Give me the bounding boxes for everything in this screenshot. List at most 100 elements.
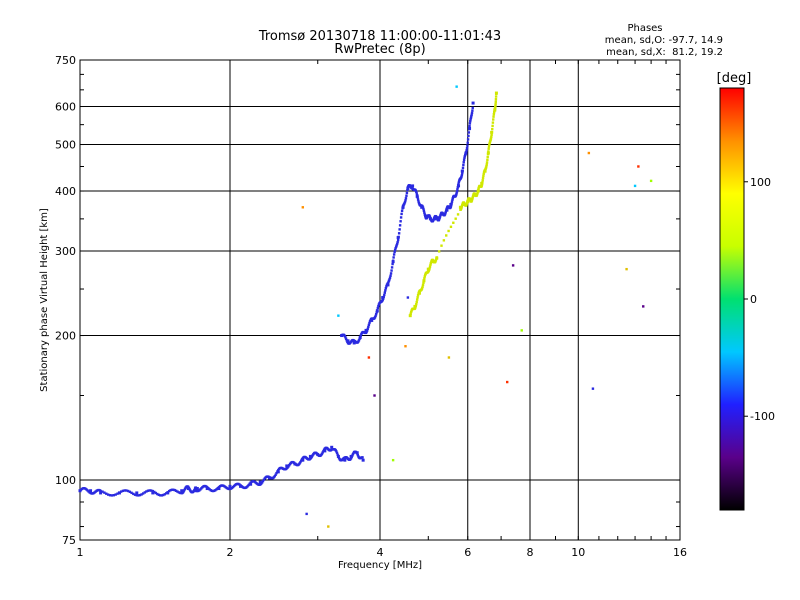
phases-heading: Phases — [627, 23, 662, 34]
trace-point — [449, 205, 453, 208]
data-point — [476, 189, 480, 193]
trace-point — [406, 188, 409, 192]
trace-point — [287, 465, 290, 468]
trace-point — [377, 304, 380, 308]
scatter-point — [404, 345, 407, 348]
scatter-point — [633, 184, 637, 188]
trace-point — [440, 244, 443, 247]
trace-point — [148, 489, 151, 492]
scatter-point — [587, 151, 591, 155]
trace-point — [170, 488, 174, 491]
data-point — [391, 260, 395, 264]
trace-point — [485, 163, 488, 166]
trace-point — [404, 199, 407, 202]
trace-point — [262, 478, 266, 481]
trace-point — [393, 250, 396, 254]
trace-point — [356, 453, 359, 457]
trace-point — [137, 494, 140, 497]
trace-point — [112, 493, 116, 497]
trace-point — [349, 457, 353, 460]
data-point — [396, 236, 400, 240]
trace-point — [390, 266, 394, 269]
data-point — [411, 184, 415, 188]
trace-point — [366, 327, 369, 331]
trace-point — [415, 300, 418, 304]
data-point — [340, 334, 344, 338]
scatter-point — [305, 512, 308, 516]
trace-point — [415, 298, 419, 301]
trace-point — [462, 158, 466, 162]
data-point — [426, 267, 430, 271]
data-point — [445, 208, 449, 212]
trace-point — [485, 165, 488, 168]
x-tick-label: 4 — [377, 546, 384, 559]
trace-point — [461, 166, 465, 170]
data-point — [468, 126, 472, 130]
trace-point — [391, 262, 394, 266]
trace-point — [101, 490, 104, 493]
trace-point — [173, 488, 176, 492]
trace-point — [490, 133, 493, 137]
data-point — [490, 130, 494, 134]
trace-point — [140, 493, 143, 496]
trace-point — [422, 207, 425, 211]
trace-point — [494, 105, 497, 109]
trace-point — [110, 494, 114, 497]
trace-point — [156, 492, 159, 496]
trace-point — [466, 144, 469, 147]
trace-point — [99, 489, 102, 493]
trace-point — [492, 113, 496, 116]
data-point — [431, 260, 435, 264]
x-tick-label: 10 — [571, 546, 585, 559]
trace-point — [154, 491, 158, 495]
trace-point — [492, 118, 495, 121]
data-point — [346, 339, 350, 343]
data-point — [343, 458, 347, 462]
data-point — [449, 202, 453, 206]
trace-point — [488, 143, 491, 146]
data-point — [166, 491, 170, 495]
trace-point — [450, 200, 454, 203]
trace-point — [179, 491, 182, 495]
trace-point — [416, 198, 420, 201]
trace-point — [492, 115, 495, 118]
trace-point — [367, 323, 371, 327]
data-point — [323, 449, 327, 453]
trace-point — [392, 253, 396, 256]
data-point — [435, 256, 439, 260]
trace-point — [422, 209, 426, 212]
trace-point — [471, 106, 474, 110]
trace-point — [466, 138, 470, 141]
trace-point — [396, 238, 400, 242]
data-point — [408, 314, 412, 318]
trace-point — [143, 491, 146, 494]
colorbar-ticks: 100 0 -100 — [744, 176, 775, 423]
scatter-point — [406, 296, 410, 299]
phases-x-stats: mean, sd,X: 81.2, 19.2 — [606, 47, 723, 58]
colorbar-label: [deg] — [717, 71, 752, 86]
trace-point — [343, 334, 347, 338]
y-tick-label: 200 — [55, 330, 76, 343]
trace-point — [470, 111, 474, 115]
data-point — [180, 489, 184, 493]
trace-point — [476, 192, 479, 196]
trace-point — [400, 209, 404, 213]
trace-point — [160, 494, 163, 497]
trace-point — [398, 228, 401, 231]
data-point — [78, 489, 82, 493]
trace-point — [247, 483, 250, 487]
trace-point — [487, 147, 490, 150]
trace-point — [145, 490, 148, 493]
x-tick-label: 1 — [77, 546, 84, 559]
data-points — [78, 85, 653, 528]
trace-point — [491, 127, 494, 131]
trace-point — [455, 192, 458, 195]
trace-point — [400, 212, 403, 216]
trace-point — [121, 489, 125, 493]
trace-point — [444, 212, 447, 215]
trace-point — [394, 246, 397, 250]
trace-point — [260, 481, 264, 484]
data-point — [316, 453, 320, 457]
trace-point — [447, 229, 450, 233]
data-point — [364, 328, 368, 332]
